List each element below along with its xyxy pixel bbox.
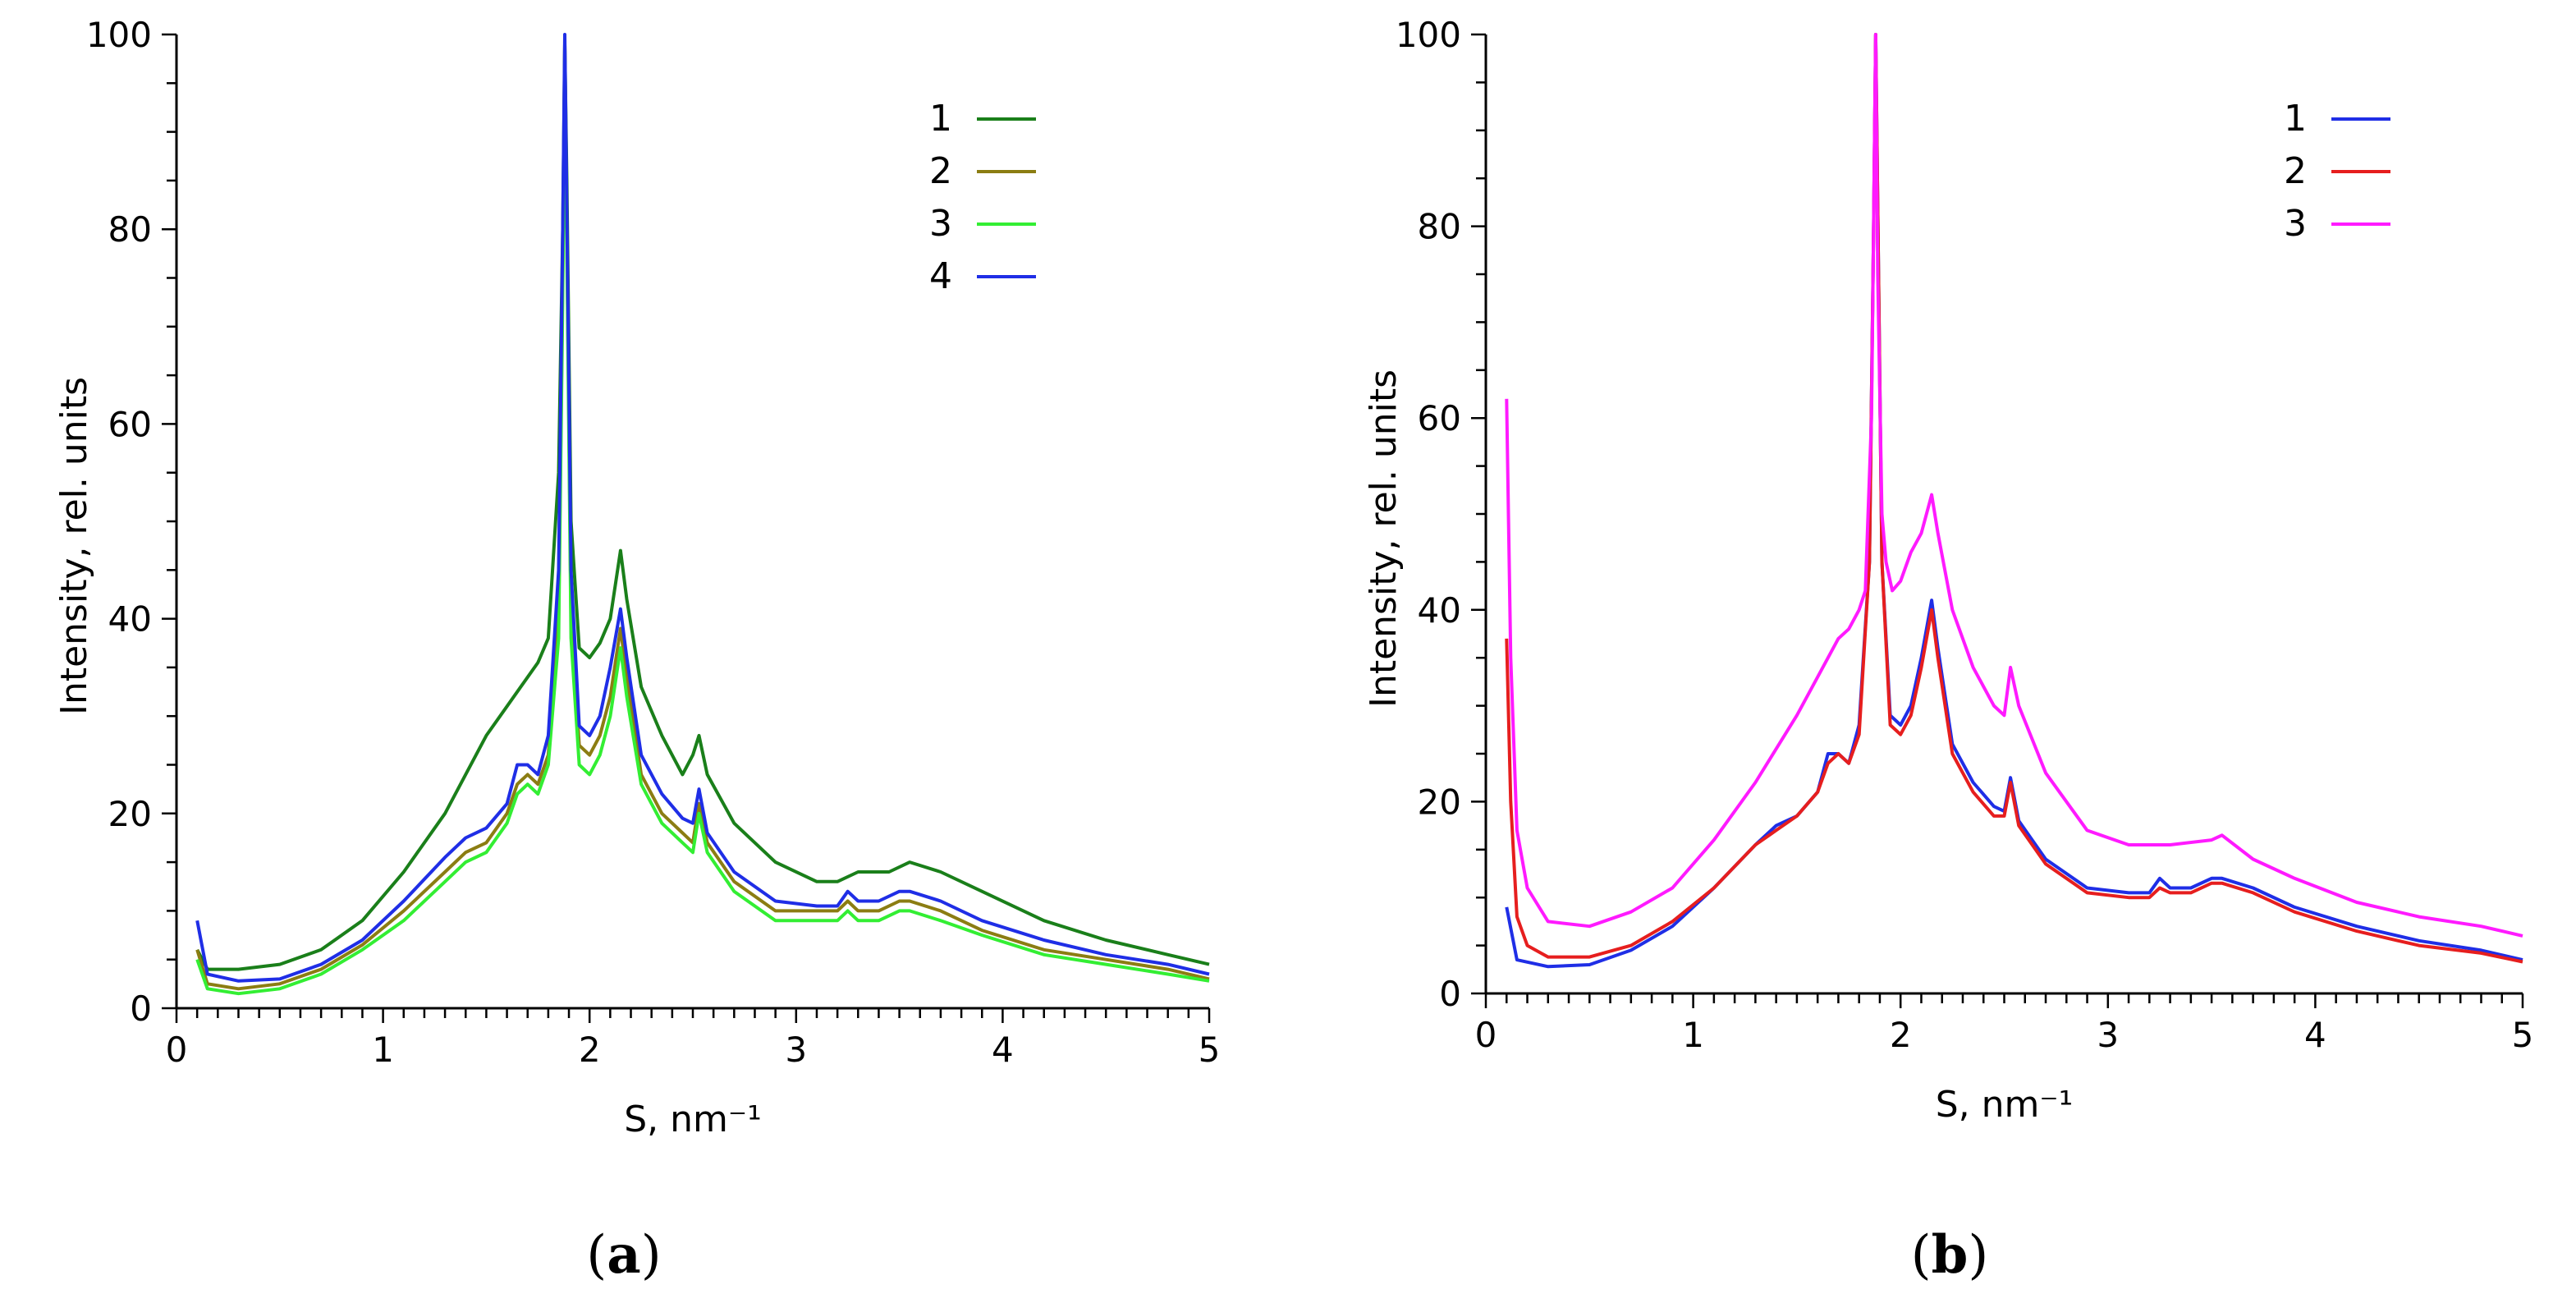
panel-b: 0 1 2 3 4 5 0 20 40 60 80 100 S, nm⁻¹ Intensity, rel.…	[1363, 15, 2533, 1286]
legend-label-2: 2	[929, 150, 952, 192]
x-tick-label: 2	[579, 1030, 601, 1070]
y-tick-label: 0	[1439, 974, 1461, 1014]
y-tick-label: 80	[1418, 207, 1461, 247]
y-tick-label: 80	[108, 209, 152, 250]
x-axis-title: S, nm⁻¹	[624, 1099, 762, 1140]
series-line-b-2	[1505, 33, 2523, 964]
legend-b: 1 2 3	[2284, 98, 2390, 245]
x-tick-label: 0	[166, 1030, 188, 1070]
legend-label-1: 1	[929, 98, 952, 140]
y-tick-label: 20	[108, 794, 152, 834]
series-line-b-3	[1505, 33, 2523, 938]
x-tick-label: 1	[372, 1030, 394, 1070]
x-tick-label: 5	[2512, 1015, 2534, 1055]
x-tick-label: 3	[2097, 1015, 2119, 1055]
y-tick-label: 20	[1418, 782, 1461, 822]
legend-label-1: 1	[2284, 98, 2307, 140]
x-tick-label: 4	[2304, 1015, 2326, 1055]
x-tick-label: 5	[1199, 1030, 1221, 1070]
x-tick-label: 3	[785, 1030, 807, 1070]
x-tick-label: 1	[1682, 1015, 1704, 1055]
series-line-a-2	[195, 42, 1210, 991]
legend-label-3: 3	[2284, 203, 2307, 245]
y-tick-label: 60	[108, 404, 152, 444]
y-tick-label: 40	[1418, 590, 1461, 631]
y-axis-title: Intensity, rel. units	[53, 377, 95, 715]
series-line-a-3	[195, 52, 1210, 996]
x-tick-label: 2	[1890, 1015, 1912, 1055]
legend-a: 1 2 3 4	[929, 98, 1036, 297]
x-axis-title: S, nm⁻¹	[1936, 1084, 2074, 1126]
y-axis-title: Intensity, rel. units	[1363, 369, 1405, 708]
y-tick-label: 60	[1418, 398, 1461, 438]
y-tick-label: 0	[130, 989, 152, 1029]
x-tick-label: 4	[992, 1030, 1014, 1070]
x-tick-label: 0	[1475, 1015, 1497, 1055]
legend-label-2: 2	[2284, 150, 2307, 192]
y-tick-label: 100	[1396, 15, 1461, 55]
series-line-b-1	[1505, 33, 2523, 969]
panel-caption-a: (a)	[586, 1224, 661, 1286]
legend-label-3: 3	[929, 203, 952, 245]
legend-label-4: 4	[929, 255, 952, 297]
series-line-a-1	[195, 42, 1210, 971]
panel-caption-b: (b)	[1911, 1224, 1989, 1286]
y-tick-label: 100	[86, 15, 152, 55]
y-tick-label: 40	[108, 599, 152, 640]
panel-a: 0 1 2 3 4 5 0 20 40 60 80 100 S, nm⁻¹ Intensity, rel.…	[53, 15, 1220, 1286]
series-line-a-4	[195, 33, 1210, 983]
